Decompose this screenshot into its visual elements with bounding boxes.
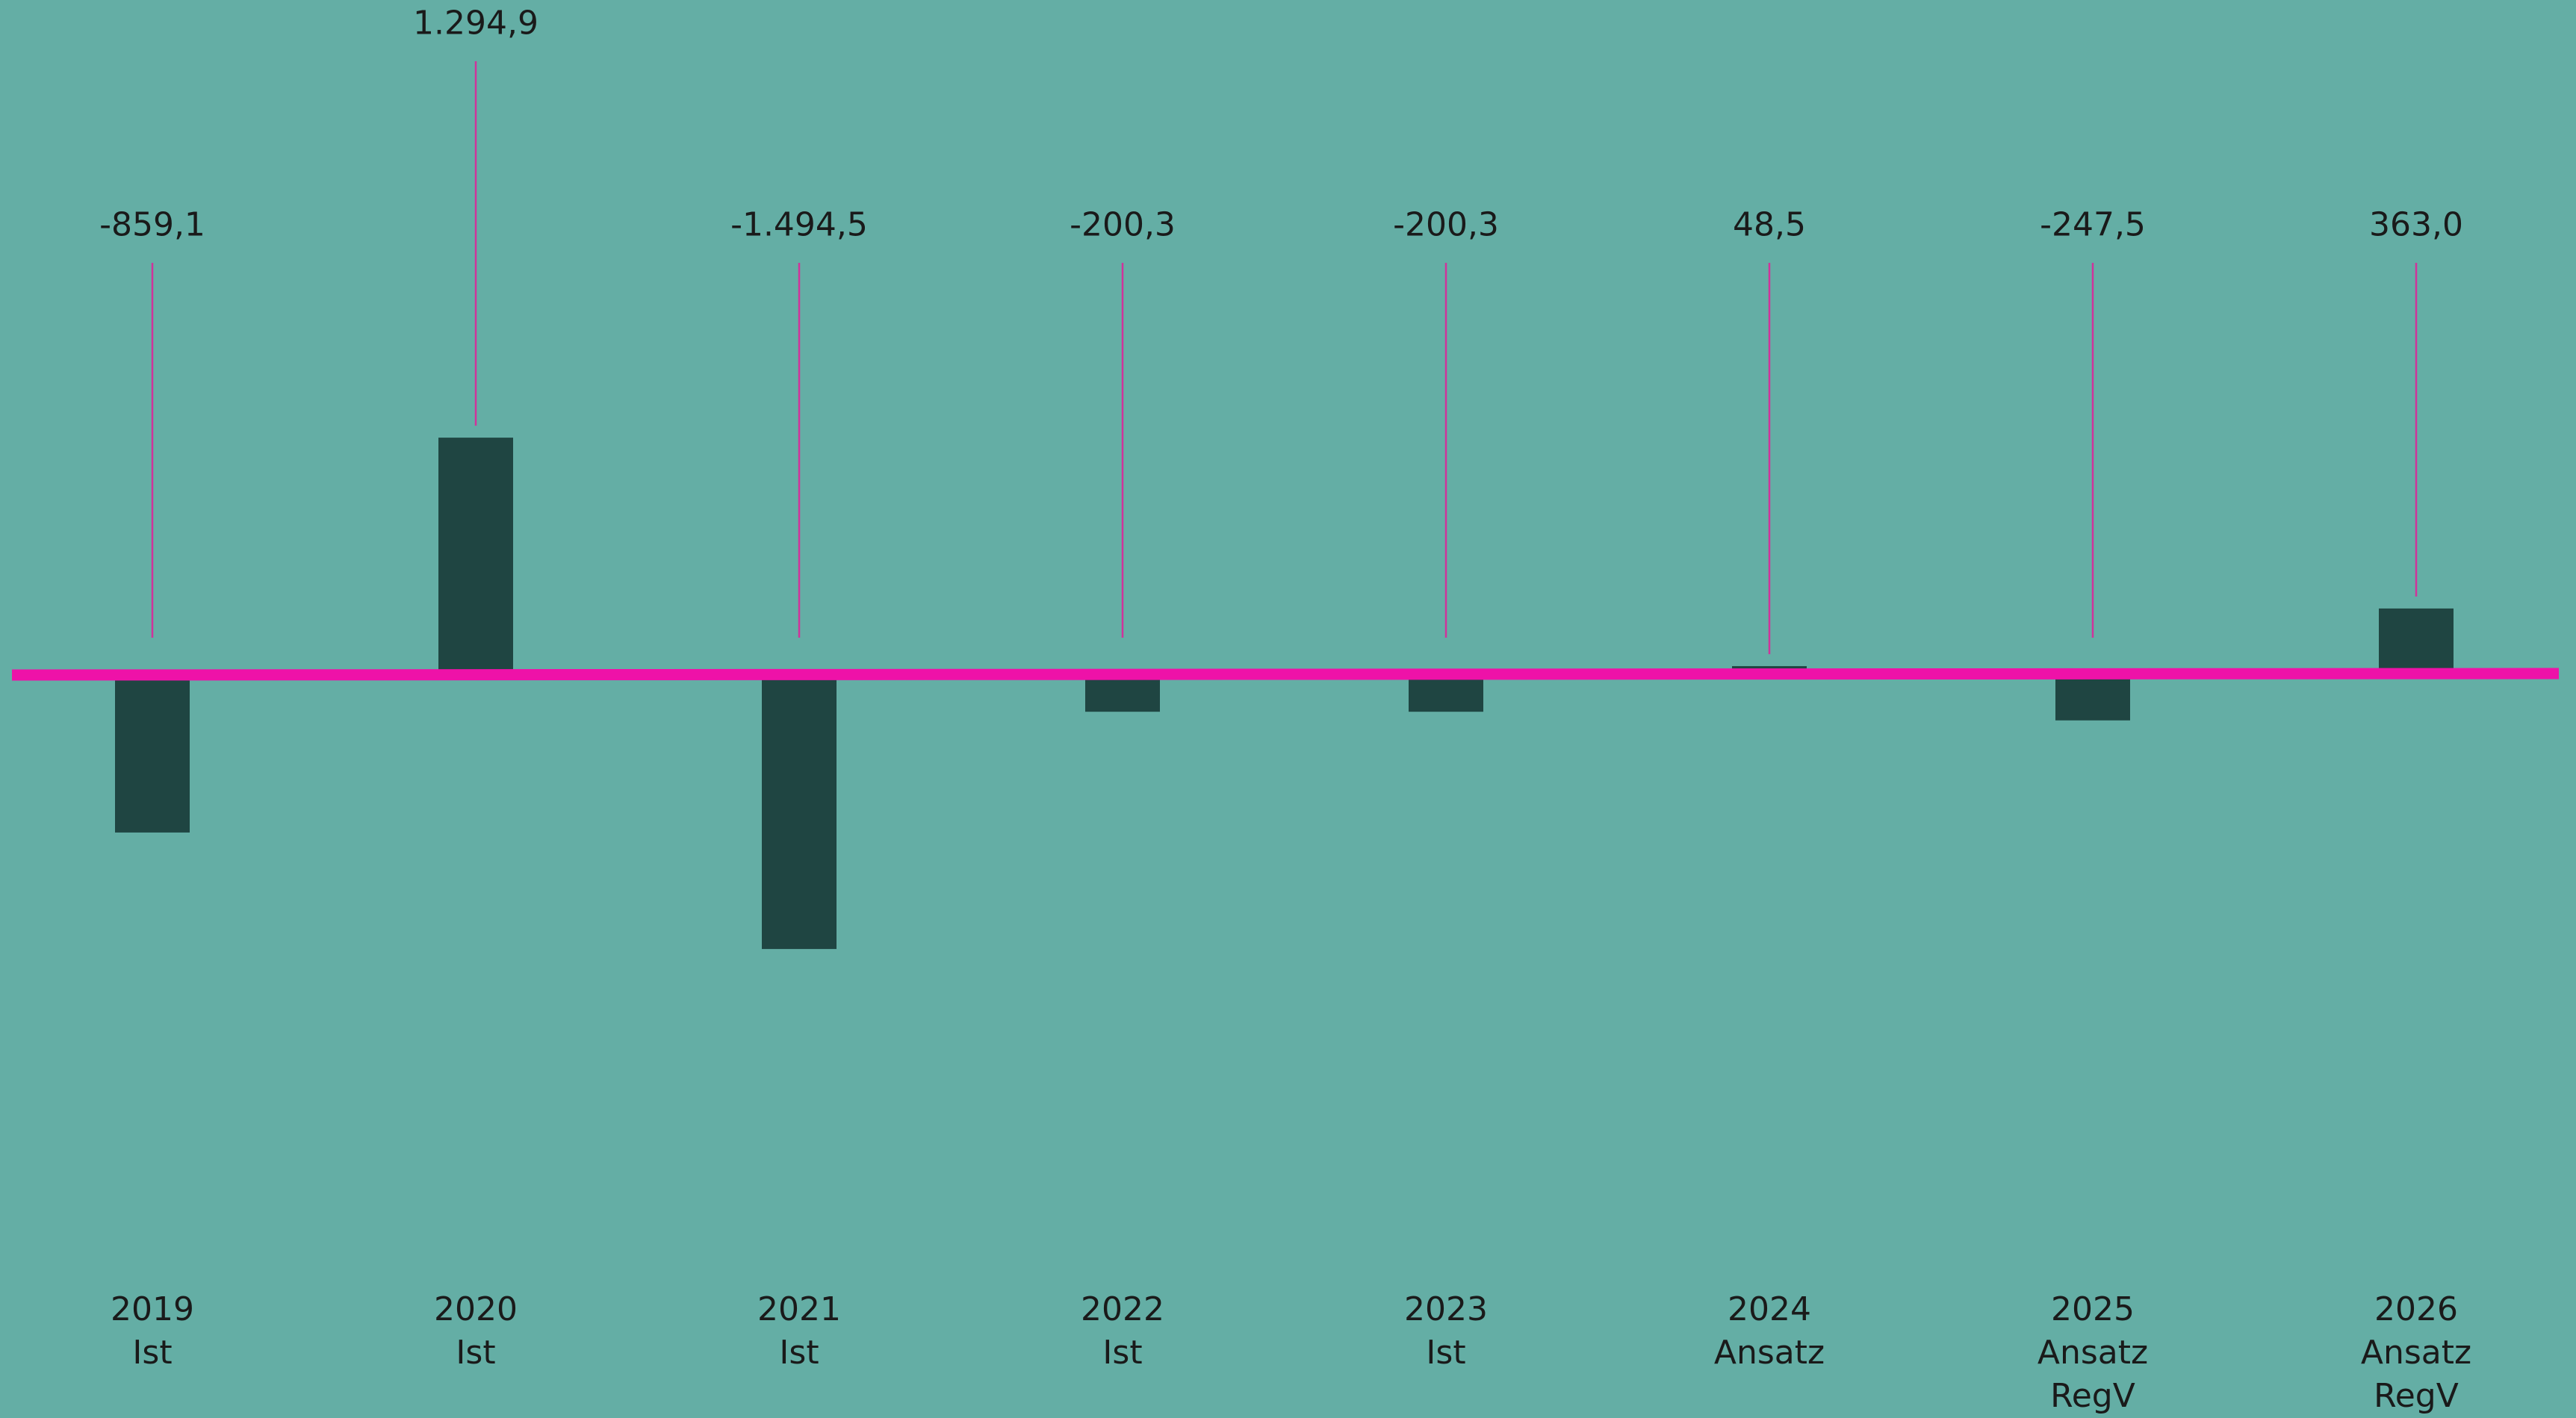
bar-2026 — [2379, 608, 2454, 675]
x-tick-label-line: Ist — [132, 1334, 172, 1372]
x-tick-label-line: Ansatz — [1714, 1334, 1825, 1372]
value-labels-layer: -859,1 1.294,9 -1.494,5 -200,3 -200,3 48,5 -24… — [99, 4, 2463, 243]
bar-2025 — [2055, 675, 2130, 721]
x-tick-label-line: Ist — [456, 1334, 495, 1372]
bar-2021 — [762, 675, 837, 949]
x-tick-label-line: RegV — [2050, 1377, 2135, 1415]
value-label-2020: 1.294,9 — [413, 4, 539, 42]
x-tick-label-line: 2022 — [1081, 1290, 1164, 1328]
x-tick-label-line: 2019 — [111, 1290, 194, 1328]
value-label-2025: -247,5 — [2040, 205, 2146, 243]
x-tick-label-2021: 2021 Ist — [757, 1290, 841, 1372]
x-tick-label-line: 2026 — [2374, 1290, 2458, 1328]
x-tick-label-2022: 2022 Ist — [1081, 1290, 1164, 1372]
x-tick-label-2020: 2020 Ist — [434, 1290, 518, 1372]
bar-2020 — [438, 438, 513, 675]
value-label-2026: 363,0 — [2369, 205, 2463, 243]
x-tick-label-line: Ansatz — [2037, 1334, 2148, 1372]
zero-baseline — [11, 668, 2560, 681]
bar-2022 — [1085, 675, 1160, 712]
bars-layer — [115, 438, 2454, 949]
value-label-2023: -200,3 — [1393, 205, 1499, 243]
x-tick-label-line: 2021 — [757, 1290, 841, 1328]
value-label-2021: -1.494,5 — [730, 205, 868, 243]
x-tick-label-line: Ansatz — [2361, 1334, 2471, 1372]
value-label-2024: 48,5 — [1733, 205, 1806, 243]
leader-lines-layer — [151, 61, 2418, 655]
value-label-2019: -859,1 — [99, 205, 205, 243]
bar-2023 — [1409, 675, 1483, 712]
x-tick-label-line: 2020 — [434, 1290, 518, 1328]
x-tick-label-line: 2023 — [1404, 1290, 1488, 1328]
x-tick-labels-layer: 2019 Ist 2020 Ist 2021 Ist 2022 Ist 2023 Ist 2024 A… — [111, 1290, 2471, 1415]
x-tick-label-line: Ist — [1102, 1334, 1142, 1372]
baseline-layer — [11, 668, 2560, 681]
x-tick-label-2026: 2026 Ansatz RegV — [2361, 1290, 2471, 1415]
x-tick-label-2023: 2023 Ist — [1404, 1290, 1488, 1372]
x-tick-label-2025: 2025 Ansatz RegV — [2037, 1290, 2148, 1415]
x-tick-label-2024: 2024 Ansatz — [1714, 1290, 1825, 1372]
x-tick-label-2019: 2019 Ist — [111, 1290, 194, 1372]
x-tick-label-line: Ist — [1426, 1334, 1465, 1372]
bar-2019 — [115, 675, 190, 833]
x-tick-label-line: 2025 — [2051, 1290, 2135, 1328]
x-tick-label-line: Ist — [779, 1334, 819, 1372]
x-tick-label-line: RegV — [2374, 1377, 2459, 1415]
x-tick-label-line: 2024 — [1728, 1290, 1811, 1328]
value-label-2022: -200,3 — [1070, 205, 1176, 243]
